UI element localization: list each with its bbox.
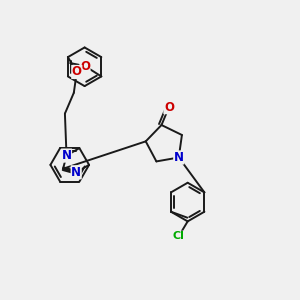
Text: O: O: [164, 101, 174, 114]
Text: O: O: [72, 65, 82, 79]
Text: Cl: Cl: [173, 231, 185, 241]
Text: N: N: [174, 151, 184, 164]
Text: O: O: [80, 59, 90, 73]
Text: N: N: [61, 149, 71, 162]
Text: N: N: [71, 166, 81, 179]
